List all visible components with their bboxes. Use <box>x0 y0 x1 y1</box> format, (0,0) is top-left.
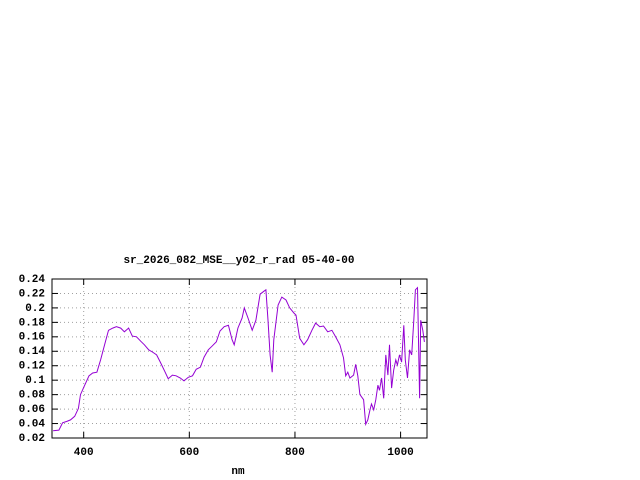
y-tick-label: 0.06 <box>19 404 45 416</box>
y-tick-label: 0.18 <box>19 317 46 329</box>
chart-title: sr_2026_082_MSE__y02_r_rad 05-40-00 <box>123 255 354 267</box>
x-tick-label: 600 <box>179 447 199 459</box>
x-axis-label: nm <box>231 466 245 478</box>
x-tick-label: 800 <box>285 447 305 459</box>
x-tick-label: 400 <box>74 447 94 459</box>
y-tick-label: 0.1 <box>25 375 45 387</box>
y-tick-label: 0.04 <box>19 418 46 430</box>
y-tick-label: 0.12 <box>19 361 45 373</box>
data-line <box>53 286 425 432</box>
y-tick-label: 0.08 <box>19 390 46 402</box>
y-tick-label: 0.22 <box>19 288 45 300</box>
y-tick-label: 0.24 <box>19 274 46 286</box>
y-tick-label: 0.16 <box>19 332 45 344</box>
y-tick-label: 0.02 <box>19 433 45 445</box>
y-tick-label: 0.2 <box>25 303 45 315</box>
plot-border <box>51 278 428 439</box>
x-tick-label: 1000 <box>387 447 413 459</box>
y-tick-label: 0.14 <box>19 346 46 358</box>
